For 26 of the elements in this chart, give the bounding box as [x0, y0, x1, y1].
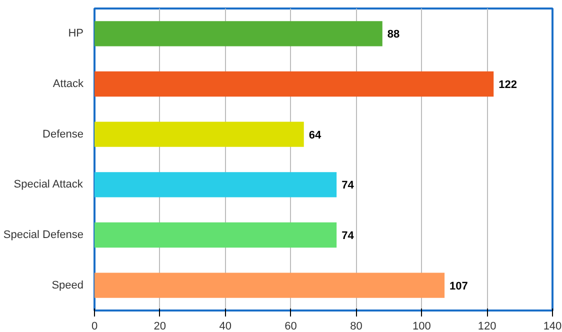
x-tick-label: 80: [350, 320, 362, 332]
data-label: 122: [498, 79, 517, 91]
bar: [94, 71, 494, 97]
y-tick-label: Attack: [52, 78, 84, 90]
x-tick-label: 40: [219, 320, 232, 332]
bar: [94, 172, 337, 198]
data-label: 88: [387, 28, 400, 41]
bar: [94, 122, 304, 147]
bar: [94, 272, 445, 298]
y-tick-label: Special Defense: [3, 229, 84, 241]
data-label: 74: [342, 180, 355, 192]
data-label: 107: [450, 280, 468, 292]
bar: [94, 222, 337, 248]
y-tick-label: Special Attack: [14, 178, 84, 191]
x-tick-label: 140: [543, 320, 562, 332]
x-tick-label: 0: [91, 320, 98, 332]
data-label: 74: [342, 230, 355, 242]
x-tick-label: 20: [154, 320, 166, 332]
y-tick-label: Speed: [52, 279, 84, 292]
y-tick-label: HP: [68, 28, 84, 40]
x-tick-label: 120: [478, 320, 496, 332]
bar: [94, 21, 382, 46]
x-tick-label: 100: [412, 320, 431, 332]
data-label: 64: [308, 129, 322, 142]
y-tick-label: Defense: [42, 128, 84, 140]
x-tick-label: 60: [284, 320, 297, 332]
